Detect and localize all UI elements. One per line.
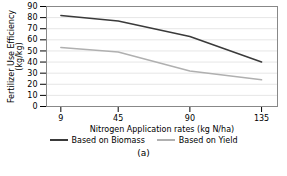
svg-text:90: 90 [185,114,195,123]
html-text:Based on Biomass: Based on Biomass [71,135,145,145]
svg-text:20: 20 [27,80,37,89]
svg-text:135: 135 [254,114,269,123]
svg-text:9: 9 [58,114,63,123]
svg-text:70: 70 [27,24,37,33]
svg-text:80: 80 [27,13,37,22]
svg-text:45: 45 [113,114,123,123]
svg-text:40: 40 [27,58,37,67]
svg-text:60: 60 [27,35,37,44]
html-text:Based on Yield: Based on Yield [178,135,238,145]
svg-text:50: 50 [27,47,37,56]
svg-text:Fertilizer Use Efficiency(kg/k: Fertilizer Use Efficiency(kg/kg) [7,10,24,103]
svg-text:Nitrogen Application rates (kg: Nitrogen Application rates (kg N/ha) [90,125,234,134]
svg-text:10: 10 [27,91,37,100]
svg-text:30: 30 [27,69,37,78]
svg-text:90: 90 [27,2,37,11]
html-text:(a): (a) [137,148,150,158]
svg-text:0: 0 [32,102,37,111]
